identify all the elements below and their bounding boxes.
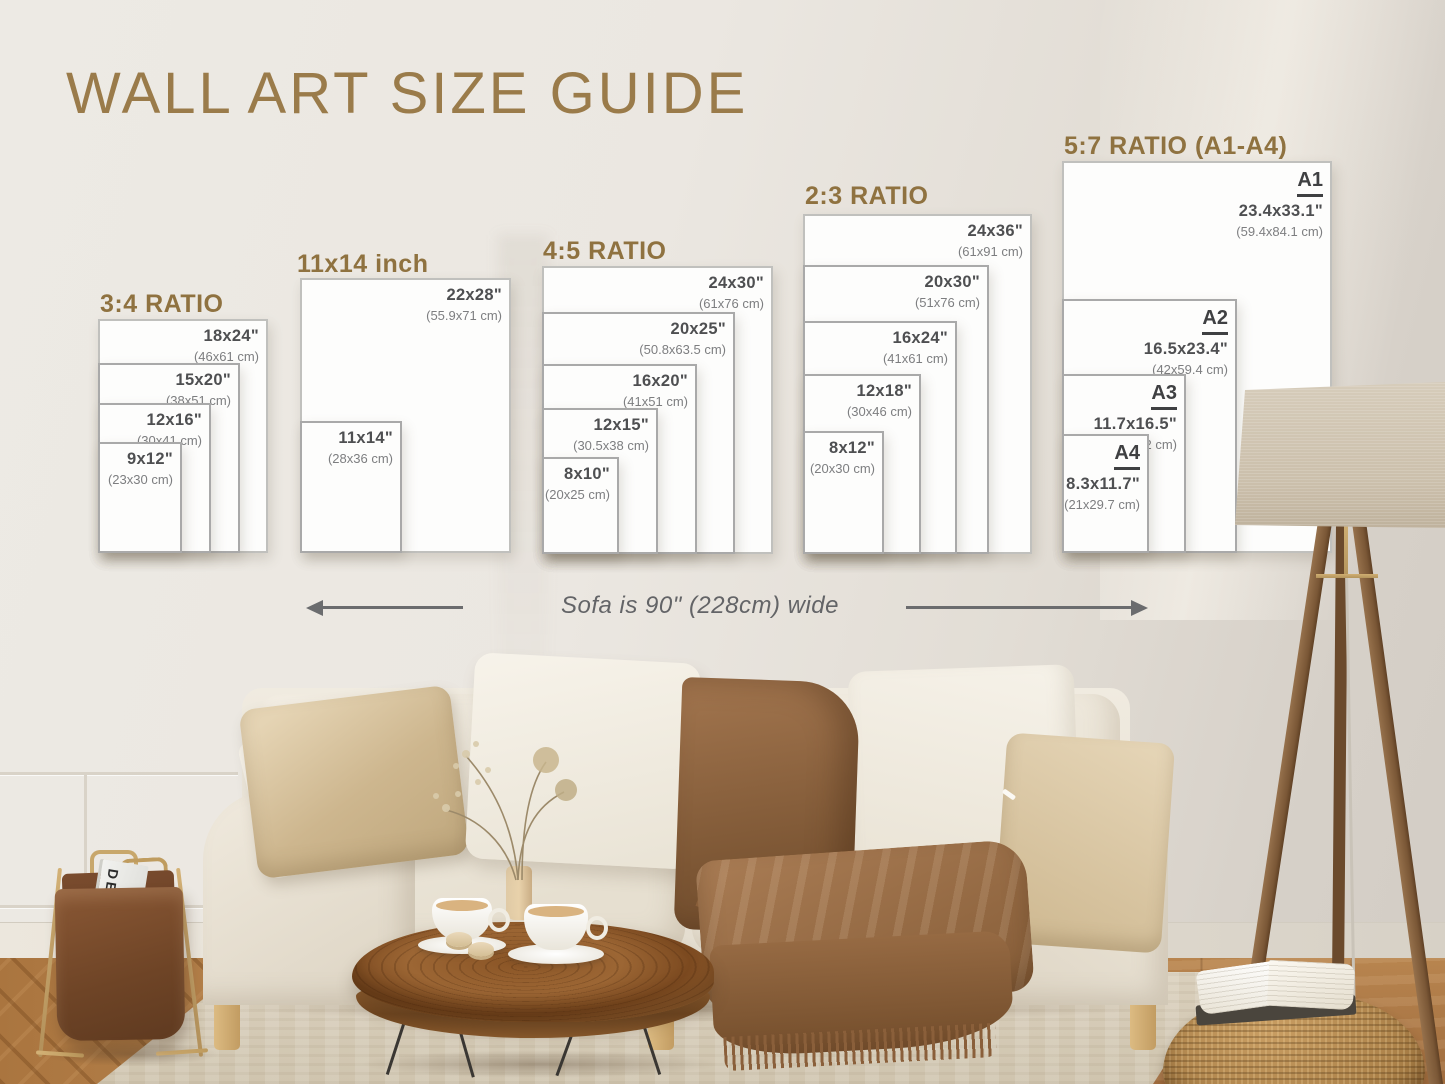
size-cm: (55.9x71 cm): [426, 307, 502, 323]
cup-handle: [586, 916, 608, 940]
size-label-12x15: 12x15" (30.5x38 cm): [573, 415, 649, 454]
dandelion-puff: [555, 779, 577, 801]
size-cm: (61x76 cm): [698, 295, 764, 311]
size-label-9x12: 9x12" (23x30 cm): [108, 449, 173, 488]
size-label-8x12: 8x12" (20x30 cm): [810, 438, 875, 477]
size-inches: 16.5x23.4": [1143, 340, 1228, 358]
table-shadow: [360, 1050, 720, 1078]
size-label-22x28: 22x28" (55.9x71 cm): [426, 285, 502, 324]
size-cm: (51x76 cm): [914, 294, 980, 310]
size-cm: (30.5x38 cm): [573, 437, 649, 453]
size-inches: 12x18": [856, 382, 912, 400]
size-cm: (20x25 cm): [544, 486, 610, 502]
size-inches: 8x12": [828, 439, 875, 457]
wainscot-molding-top: [0, 772, 238, 775]
lamp-stem: [1344, 524, 1348, 578]
page-title: WALL ART SIZE GUIDE: [66, 61, 749, 126]
size-label-16x20: 16x20" (41x51 cm): [623, 371, 688, 410]
group-title-2-3: 2:3 RATIO: [805, 182, 929, 210]
size-label-a2: A2 16.5x23.4" (42x59.4 cm): [1144, 306, 1228, 378]
wainscot-molding-vertical: [84, 772, 87, 908]
size-cm: (23x30 cm): [107, 471, 173, 487]
size-inches: 20x30": [924, 273, 980, 291]
coffee-cup: [524, 904, 588, 950]
dandelion-puff: [533, 747, 559, 773]
book-pages-right: [1266, 959, 1356, 1011]
paper-size-tag: A4: [1114, 441, 1140, 470]
size-label-8x10: 8x10" (20x25 cm): [545, 464, 610, 503]
size-cm: (61x91 cm): [957, 243, 1023, 259]
size-label-20x25: 20x25" (50.8x63.5 cm): [639, 319, 726, 358]
poster-rect-8x10: 8x10" (20x25 cm): [542, 457, 619, 554]
sofa-leg: [1130, 1000, 1156, 1050]
size-label-24x36: 24x36" (61x91 cm): [958, 221, 1023, 260]
size-label-a4: A4 8.3x11.7" (21x29.7 cm): [1064, 441, 1140, 513]
size-cm: (21x29.7 cm): [1064, 496, 1140, 512]
cup-handle: [488, 908, 510, 932]
arrow-right-line: [906, 606, 1132, 609]
sofa-leg: [214, 1000, 240, 1050]
lamp-crossbar: [1316, 574, 1378, 578]
group-title-4-5: 4:5 RATIO: [543, 237, 667, 265]
paper-size-tag: A2: [1202, 306, 1228, 335]
size-inches: 22x28": [446, 286, 502, 304]
size-label-16x24: 16x24" (41x61 cm): [883, 328, 948, 367]
dried-flowers: [433, 741, 577, 881]
size-cm: (41x61 cm): [882, 350, 948, 366]
size-cm: (20x30 cm): [809, 460, 875, 476]
size-inches: 12x16": [146, 411, 202, 429]
size-label-12x18: 12x18" (30x46 cm): [847, 381, 912, 420]
size-inches: 15x20": [175, 371, 231, 389]
size-inches: 9x12": [126, 450, 173, 468]
arrow-left-icon: [306, 600, 323, 616]
size-label-18x24: 18x24" (46x61 cm): [194, 326, 259, 365]
size-cm: (59.4x84.1 cm): [1236, 223, 1323, 239]
size-cm: (30x46 cm): [846, 403, 912, 419]
size-inches: 18x24": [203, 327, 259, 345]
size-label-20x30: 20x30" (51x76 cm): [915, 272, 980, 311]
size-inches: 23.4x33.1": [1238, 202, 1323, 220]
size-cm: (46x61 cm): [193, 348, 259, 364]
group-title-5-7: 5:7 RATIO (A1-A4): [1064, 132, 1288, 160]
size-label-11x14: 11x14" (28x36 cm): [328, 428, 393, 467]
lamp-shade: [1235, 382, 1445, 528]
size-label-24x30: 24x30" (61x76 cm): [699, 273, 764, 312]
size-label-a1: A1 23.4x33.1" (59.4x84.1 cm): [1236, 168, 1323, 240]
size-cm: (50.8x63.5 cm): [639, 341, 726, 357]
size-cm: (28x36 cm): [327, 450, 393, 466]
paper-size-tag: A1: [1297, 168, 1323, 197]
group-title-3-4: 3:4 RATIO: [100, 290, 224, 318]
rack-sling-front: [54, 886, 186, 1042]
size-inches: 11.7x16.5": [1093, 415, 1177, 433]
poster-rect-8x12: 8x12" (20x30 cm): [803, 431, 884, 554]
poster-rect-11x14: 11x14" (28x36 cm): [300, 421, 402, 553]
size-cm: (41x51 cm): [622, 393, 688, 409]
poster-rect-a4: A4 8.3x11.7" (21x29.7 cm): [1062, 434, 1149, 553]
size-inches: 16x24": [892, 329, 948, 347]
paper-size-tag: A3: [1151, 381, 1177, 410]
size-cm: (42x59.4 cm): [1152, 361, 1228, 377]
size-inches: 24x36": [967, 222, 1023, 240]
size-inches: 8x10": [563, 465, 610, 483]
arrow-left-line: [321, 606, 463, 609]
saucer: [508, 944, 604, 964]
size-inches: 24x30": [708, 274, 764, 292]
sofa-width-note: Sofa is 90" (228cm) wide: [561, 592, 839, 619]
size-inches: 12x15": [593, 416, 649, 434]
size-inches: 16x20": [632, 372, 688, 390]
size-inches: 8.3x11.7": [1066, 475, 1140, 493]
macaron: [468, 942, 494, 957]
group-title-11x14: 11x14 inch: [297, 250, 429, 278]
size-inches: 11x14": [338, 429, 393, 447]
macaron: [446, 932, 472, 947]
arrow-right-icon: [1131, 600, 1148, 616]
size-inches: 20x25": [670, 320, 726, 338]
poster-rect-9x12: 9x12" (23x30 cm): [98, 442, 182, 553]
